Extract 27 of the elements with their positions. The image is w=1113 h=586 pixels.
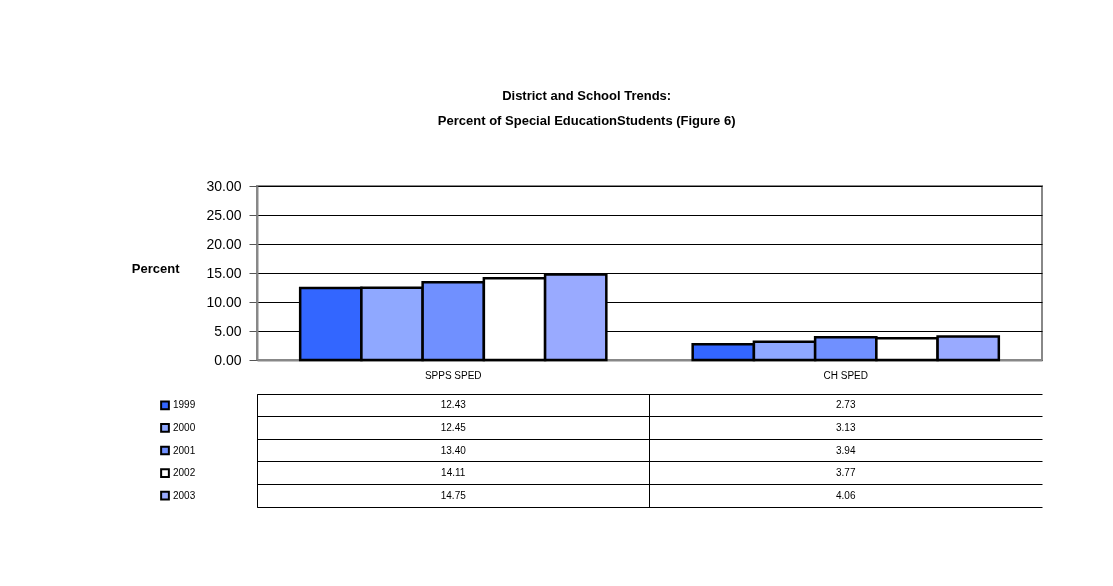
data-label: 14.11	[441, 467, 466, 479]
legend-label: 2002	[173, 467, 196, 479]
y-axis-title: Percent	[131, 260, 181, 276]
y-tick-label: 15.00	[206, 264, 242, 281]
y-tick-label: 30.00	[206, 177, 242, 194]
legend-label: 1999	[173, 399, 196, 411]
y-tick-label: 20.00	[206, 235, 242, 252]
y-tick-label: 10.00	[206, 293, 242, 310]
data-label: 12.43	[440, 399, 467, 411]
y-tick-label: 5.00	[214, 322, 242, 339]
legend-label: 2000	[173, 421, 196, 433]
data-label: 12.45	[440, 421, 467, 433]
x-tick-label: SPPS SPED	[424, 369, 482, 381]
data-label: 3.13	[836, 421, 856, 433]
data-label: 4.06	[836, 489, 856, 501]
legend-label: 2003	[173, 489, 196, 501]
data-label: 3.94	[836, 444, 856, 456]
data-label: 13.40	[440, 444, 467, 456]
legend-label: 2001	[173, 444, 196, 456]
chart-subtitle: Percent of Special EducationStudents (Figure 6)	[437, 113, 736, 128]
data-label: 2.73	[836, 399, 856, 411]
data-label: 3.77	[836, 467, 856, 479]
y-tick-label: 0.00	[214, 351, 242, 368]
data-label: 14.75	[440, 489, 467, 501]
y-tick-label: 25.00	[206, 206, 242, 223]
chart-title: District and School Trends:	[502, 88, 672, 103]
x-tick-label: CH SPED	[823, 369, 868, 381]
